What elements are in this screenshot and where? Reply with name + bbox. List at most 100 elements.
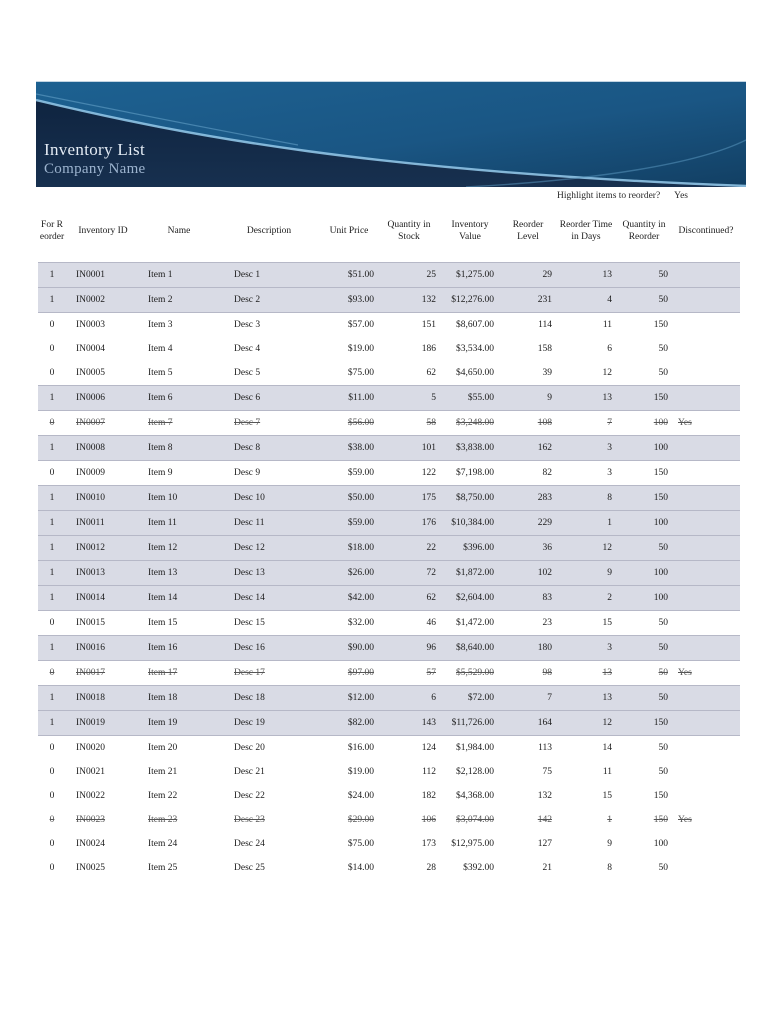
cell — [672, 635, 740, 661]
cell: 1 — [38, 485, 66, 511]
column-header-reorder-time-in-days: Reorder Time in Days — [559, 220, 613, 242]
table-row: 0 IN0020 Item 20 Desc 20 $16.00 124 $1,984.00 1… — [38, 736, 740, 761]
cell: $4,650.00 — [456, 368, 494, 378]
cell: 231 — [500, 287, 556, 313]
cell: 50 — [616, 262, 672, 288]
cell: 39 — [542, 368, 553, 378]
cell: 13 — [556, 685, 616, 711]
cell — [672, 510, 740, 536]
cell: Desc 15 — [234, 618, 265, 628]
cell: 4 — [556, 287, 616, 313]
highlight-answer-value[interactable]: Yes — [674, 191, 688, 201]
cell: 106 — [421, 815, 436, 825]
cell: $50.00 — [320, 485, 378, 511]
table-row: 1 IN0011 Item 11 Desc 11 $59.00 176 $10,384.00… — [38, 510, 740, 536]
cell: 13 — [556, 385, 616, 411]
cell: IN0017 — [76, 668, 106, 678]
cell — [672, 832, 740, 856]
cell: Desc 22 — [234, 791, 265, 801]
cell — [672, 611, 740, 636]
cell — [672, 435, 740, 461]
page-title: Inventory List — [44, 140, 145, 159]
cell: Item 12 — [140, 535, 218, 561]
cell: 50 — [616, 287, 672, 313]
banner: Inventory List Company Name — [36, 81, 746, 187]
cell: $82.00 — [320, 710, 378, 736]
cell: $19.00 — [347, 767, 374, 777]
cell: Item 1 — [140, 262, 218, 288]
cell: $12,276.00 — [440, 287, 500, 313]
cell: Desc 16 — [218, 635, 320, 661]
cell: Item 25 — [148, 863, 178, 873]
highlight-question-label: Highlight items to reorder? — [557, 191, 661, 201]
cell: Item 21 — [148, 767, 178, 777]
cell: $2,128.00 — [456, 767, 494, 777]
cell: 143 — [378, 710, 440, 736]
cell: Item 17 — [148, 668, 178, 678]
table-row: 0 IN0003 Item 3 Desc 3 $57.00 151 $8,607.00 114… — [38, 313, 740, 338]
cell: IN0014 — [66, 585, 140, 611]
cell: Item 13 — [140, 560, 218, 586]
cell: IN0025 — [76, 863, 106, 873]
cell: Desc 13 — [218, 560, 320, 586]
cell: 62 — [378, 585, 440, 611]
table-row: 0 IN0009 Item 9 Desc 9 $59.00 122 $7,198.00 82 3… — [38, 461, 740, 486]
banner-swoosh-graphic — [36, 82, 746, 187]
cell: 3 — [556, 635, 616, 661]
cell: 14 — [602, 743, 613, 753]
cell — [672, 262, 740, 288]
cell: $75.00 — [347, 368, 374, 378]
column-header-inventory-value: Inventory Value — [451, 220, 489, 242]
cell: 1 — [38, 385, 66, 411]
cell: 102 — [500, 560, 556, 586]
cell: 96 — [378, 635, 440, 661]
table-row: 0 IN0007 Item 7 Desc 7 $56.00 58 $3,248.00 108 7… — [38, 411, 740, 436]
cell: Desc 25 — [234, 863, 265, 873]
cell: 142 — [537, 815, 552, 825]
cell — [672, 685, 740, 711]
cell: Desc 12 — [218, 535, 320, 561]
cell: $42.00 — [320, 585, 378, 611]
cell: 122 — [421, 468, 436, 478]
cell: 100 — [616, 435, 672, 461]
column-header-unit-price: Unit Price — [329, 226, 369, 237]
cell: 50 — [658, 863, 669, 873]
table-row: 1 IN0014 Item 14 Desc 14 $42.00 62 $2,604.00 83… — [38, 585, 740, 611]
cell: $11,726.00 — [440, 710, 500, 736]
cell: 101 — [378, 435, 440, 461]
cell: 1 — [556, 510, 616, 536]
company-name: Company Name — [44, 161, 146, 177]
cell: Item 5 — [148, 368, 173, 378]
cell: 176 — [378, 510, 440, 536]
cell: Yes — [678, 815, 692, 825]
cell: Item 8 — [140, 435, 218, 461]
cell: 98 — [542, 668, 553, 678]
cell: $18.00 — [320, 535, 378, 561]
cell: Desc 21 — [234, 767, 265, 777]
cell: $12.00 — [320, 685, 378, 711]
cell: Item 11 — [140, 510, 218, 536]
table-row: 0 IN0017 Item 17 Desc 17 $97.00 57 $5,529.00 98… — [38, 661, 740, 686]
cell: IN0018 — [66, 685, 140, 711]
cell: Desc 4 — [234, 344, 261, 354]
table-row: 1 IN0008 Item 8 Desc 8 $38.00 101 $3,838.00 162… — [38, 435, 740, 461]
cell — [672, 485, 740, 511]
cell — [672, 385, 740, 411]
cell: Desc 7 — [234, 418, 261, 428]
cell: 50 — [658, 668, 669, 678]
cell: $19.00 — [347, 344, 374, 354]
cell: Item 19 — [140, 710, 218, 736]
cell: Yes — [678, 418, 692, 428]
cell: 50 — [616, 685, 672, 711]
column-header-inventory-id: Inventory ID — [78, 226, 128, 237]
cell: 1 — [38, 585, 66, 611]
cell: Item 6 — [140, 385, 218, 411]
table-row: 0 IN0005 Item 5 Desc 5 $75.00 62 $4,650.00 39 12… — [38, 361, 740, 386]
cell: IN0012 — [66, 535, 140, 561]
cell: 12 — [556, 535, 616, 561]
cell: 62 — [426, 368, 437, 378]
cell: Item 10 — [140, 485, 218, 511]
cell: $59.00 — [320, 510, 378, 536]
cell: $93.00 — [320, 287, 378, 313]
cell — [672, 585, 740, 611]
